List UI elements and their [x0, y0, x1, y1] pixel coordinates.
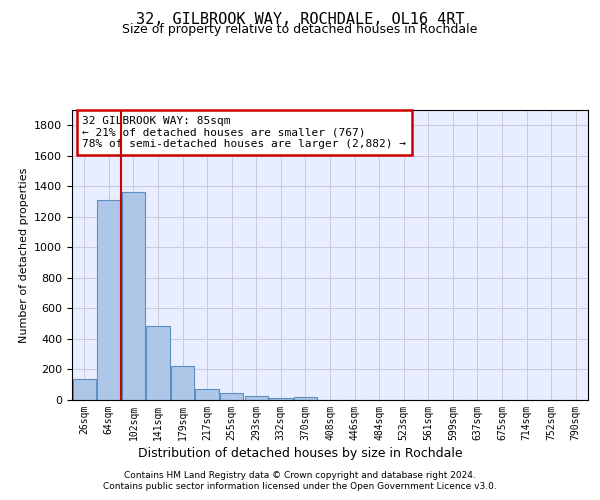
- Bar: [146, 326, 170, 400]
- Bar: [73, 380, 96, 400]
- Bar: [97, 200, 121, 400]
- Bar: [245, 396, 268, 400]
- Bar: [220, 394, 244, 400]
- Text: Size of property relative to detached houses in Rochdale: Size of property relative to detached ho…: [122, 24, 478, 36]
- Text: Contains public sector information licensed under the Open Government Licence v3: Contains public sector information licen…: [103, 482, 497, 491]
- Bar: [171, 366, 194, 400]
- Bar: [122, 192, 145, 400]
- Bar: [294, 397, 317, 400]
- Text: Distribution of detached houses by size in Rochdale: Distribution of detached houses by size …: [137, 448, 463, 460]
- Y-axis label: Number of detached properties: Number of detached properties: [19, 168, 29, 342]
- Bar: [269, 398, 293, 400]
- Bar: [196, 388, 219, 400]
- Text: 32 GILBROOK WAY: 85sqm
← 21% of detached houses are smaller (767)
78% of semi-de: 32 GILBROOK WAY: 85sqm ← 21% of detached…: [82, 116, 406, 149]
- Text: Contains HM Land Registry data © Crown copyright and database right 2024.: Contains HM Land Registry data © Crown c…: [124, 471, 476, 480]
- Text: 32, GILBROOK WAY, ROCHDALE, OL16 4RT: 32, GILBROOK WAY, ROCHDALE, OL16 4RT: [136, 12, 464, 28]
